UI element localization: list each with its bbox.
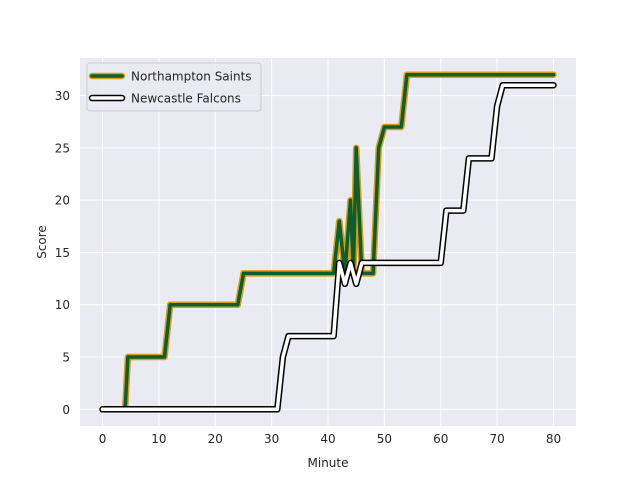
x-tick-label: 60	[433, 432, 448, 446]
x-tick-label: 50	[377, 432, 392, 446]
y-tick-label: 25	[55, 141, 70, 155]
x-tick-label: 10	[151, 432, 166, 446]
y-tick-label: 15	[55, 246, 70, 260]
x-tick-label: 70	[489, 432, 504, 446]
x-tick-label: 0	[99, 432, 107, 446]
legend-label-newcastle: Newcastle Falcons	[131, 92, 241, 106]
x-tick-label: 40	[320, 432, 335, 446]
y-axis-label: Score	[35, 225, 49, 259]
x-tick-label: 80	[546, 432, 561, 446]
y-tick-label: 10	[55, 298, 70, 312]
legend: Northampton Saints Newcastle Falcons	[87, 63, 261, 111]
y-tick-label: 0	[62, 403, 70, 417]
y-tick-label: 5	[62, 351, 70, 365]
x-axis-label: Minute	[308, 456, 349, 470]
y-tick-label: 20	[55, 194, 70, 208]
x-tick-label: 30	[264, 432, 279, 446]
legend-label-northampton: Northampton Saints	[131, 70, 252, 84]
y-tick-label: 30	[55, 89, 70, 103]
x-tick-label: 20	[208, 432, 223, 446]
